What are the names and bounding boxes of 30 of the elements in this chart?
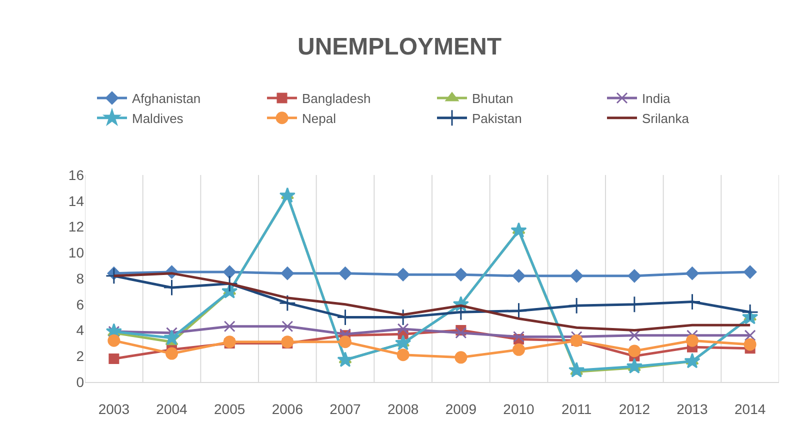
legend-label: Pakistan: [472, 110, 522, 126]
y-tick-label: 6: [76, 296, 84, 312]
x-tick-label: 2009: [445, 400, 477, 417]
legend-label: Bangladesh: [302, 91, 371, 106]
y-tick-label: 4: [76, 322, 84, 338]
legend-label: Srilanka: [642, 110, 690, 126]
y-tick-label: 0: [76, 374, 84, 390]
legend-label: Maldives: [132, 110, 184, 126]
x-tick-label: 2008: [388, 400, 419, 417]
x-tick-label: 2014: [734, 400, 766, 417]
legend-label: India: [642, 91, 671, 106]
legend-label: Afghanistan: [132, 91, 201, 106]
legend-label: Nepal: [302, 110, 336, 126]
x-tick-label: 2005: [214, 400, 246, 417]
x-tick-label: 2013: [676, 400, 708, 417]
y-tick-label: 12: [68, 218, 84, 235]
legend-label: Bhutan: [472, 91, 514, 106]
x-tick-label: 2012: [618, 400, 650, 417]
x-tick-label: 2006: [272, 400, 304, 417]
x-tick-label: 2011: [562, 400, 592, 417]
y-tick-label: 16: [68, 166, 84, 183]
y-tick-label: 14: [68, 192, 84, 209]
x-tick-label: 2007: [330, 400, 362, 417]
y-tick-label: 8: [76, 270, 84, 286]
x-tick-label: 2004: [156, 400, 188, 417]
y-tick-label: 10: [68, 244, 84, 261]
y-tick-label: 2: [76, 348, 84, 364]
x-tick-label: 2003: [98, 400, 130, 417]
x-tick-label: 2010: [503, 400, 535, 417]
chart-title: UNEMPLOYMENT: [298, 33, 502, 60]
